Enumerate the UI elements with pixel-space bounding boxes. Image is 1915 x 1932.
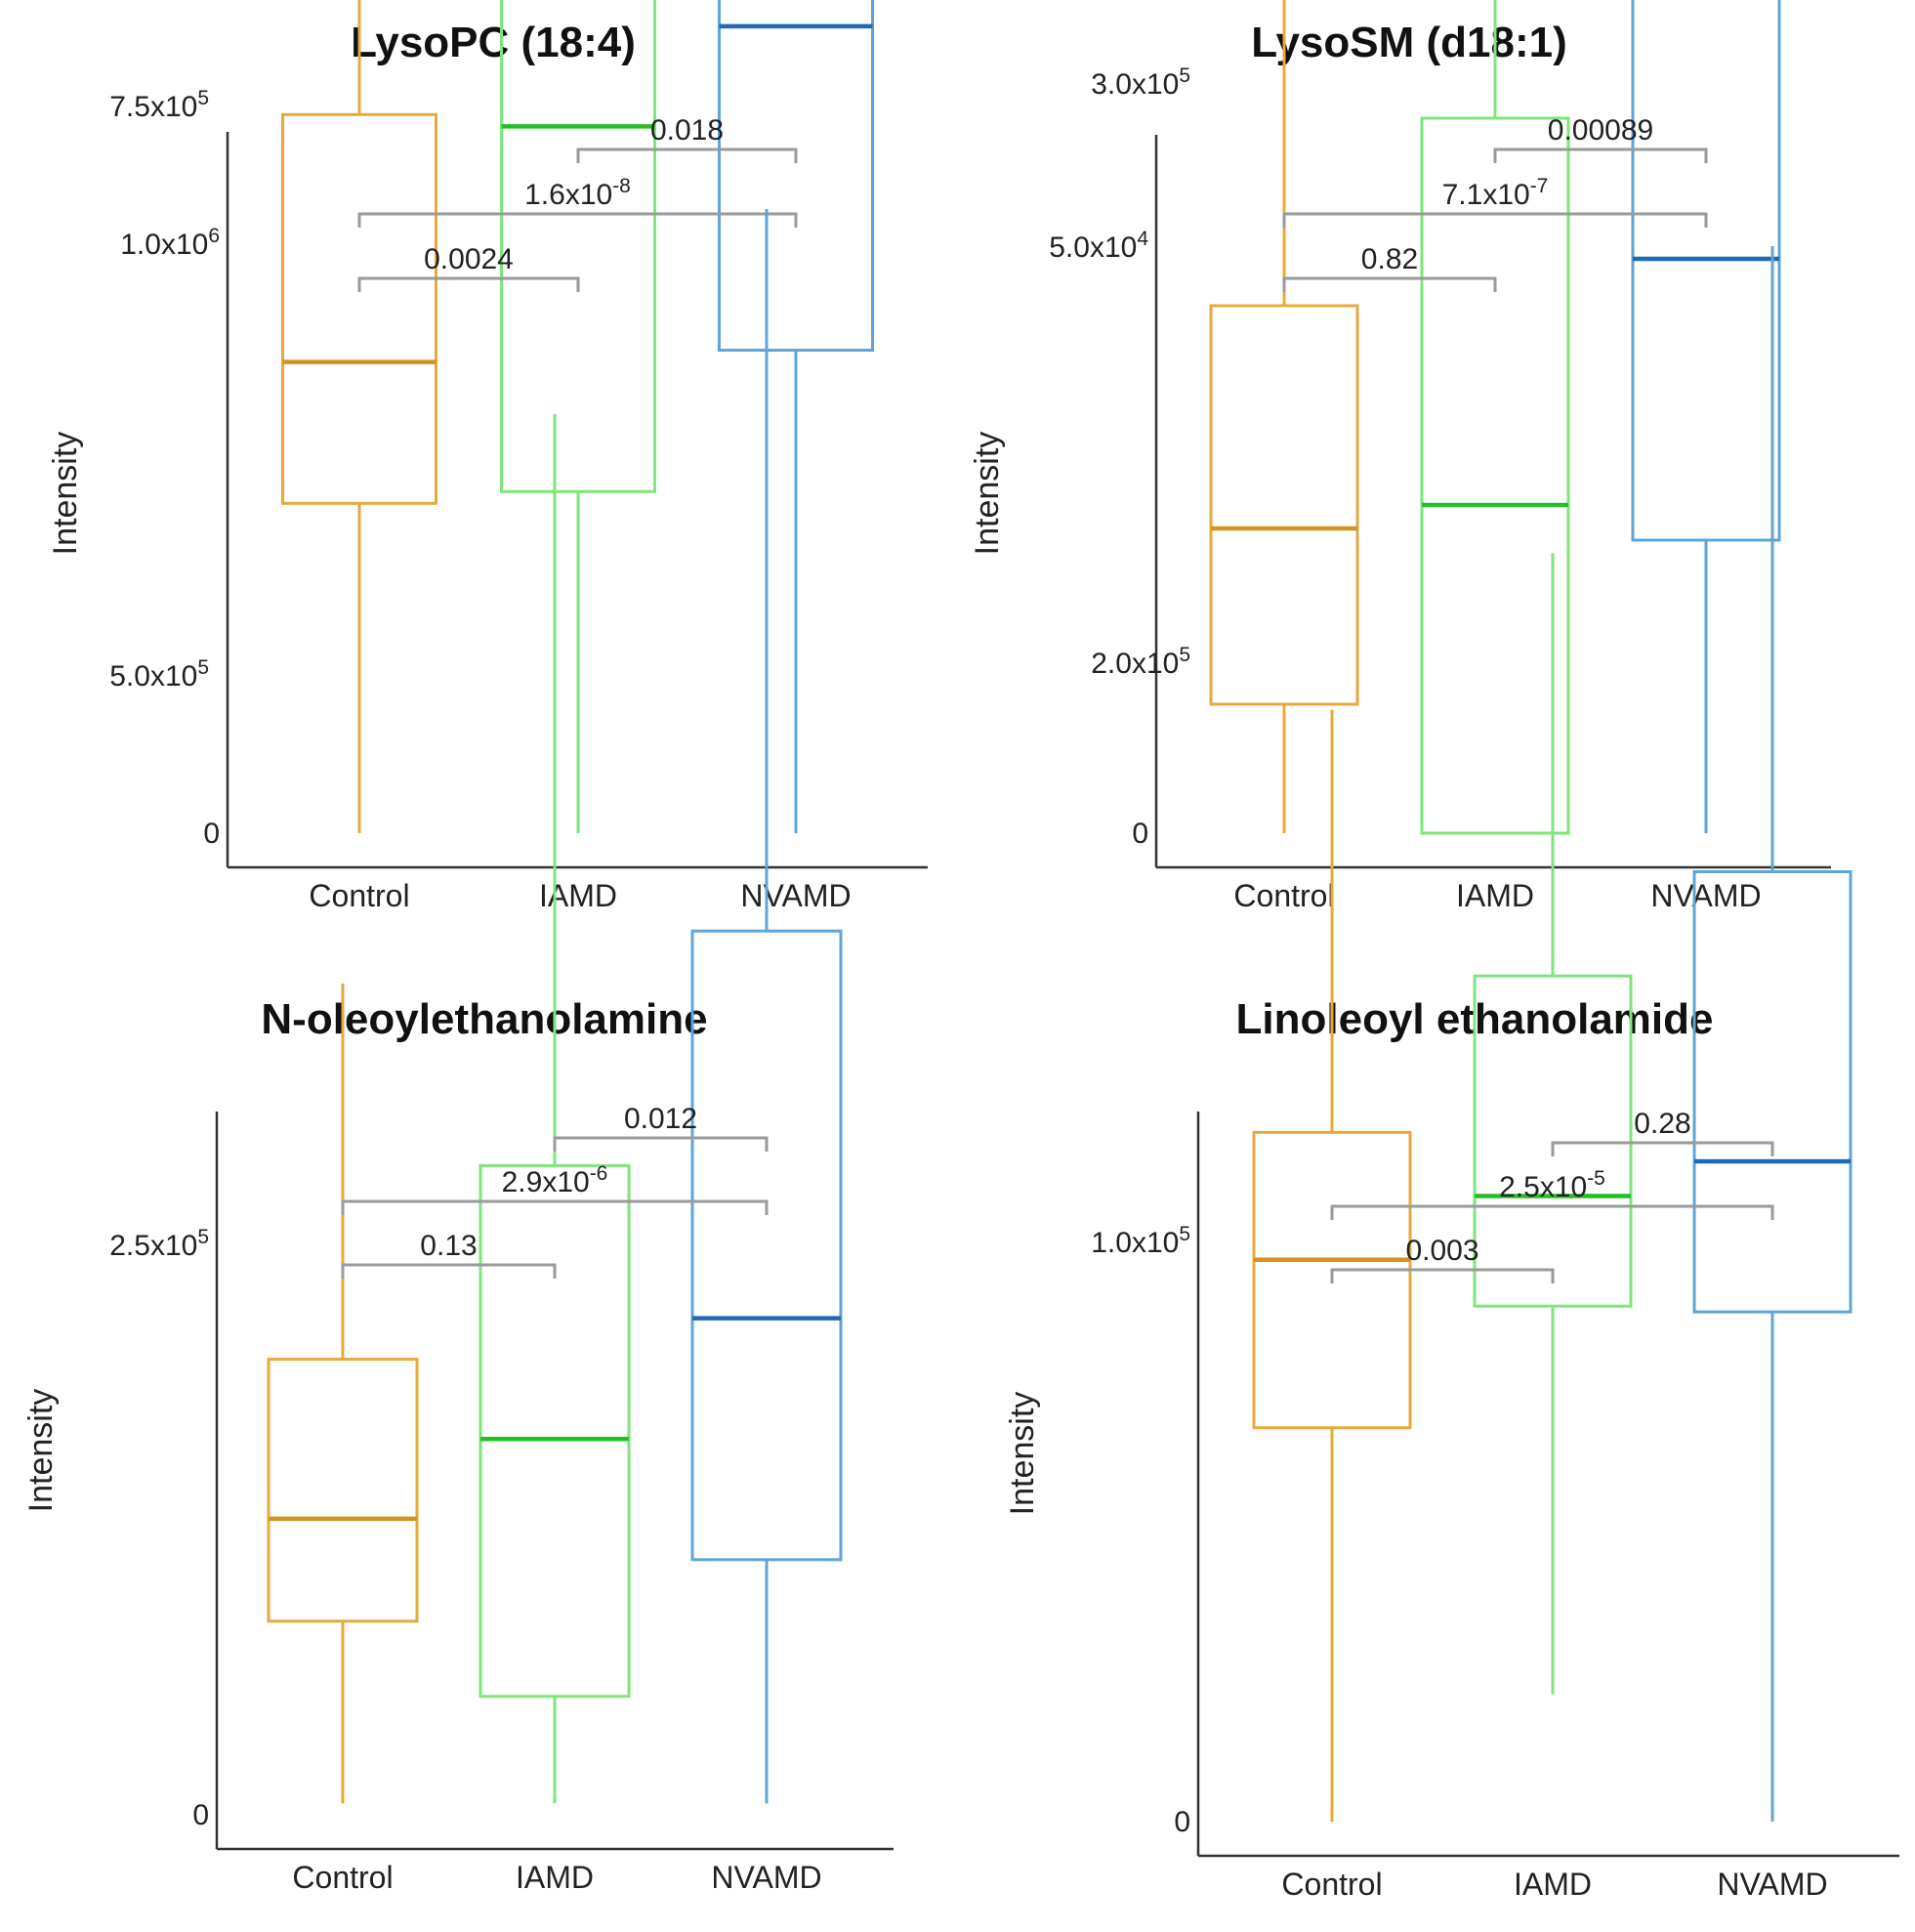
panel-title: N-oleoylethanolamine — [261, 995, 707, 1043]
bracket-line — [1330, 1204, 1774, 1220]
y-tick-label: 5.0x104 — [1049, 228, 1148, 264]
iqr-box — [690, 929, 843, 1562]
iqr-box — [1631, 0, 1781, 542]
y-tick-label: 1.0x105 — [1091, 1223, 1190, 1259]
comparison-control-nvamd: 7.1x10-7 — [1282, 175, 1708, 228]
comparison-control-iamd: 0.82 — [1282, 243, 1497, 292]
comparison-control-iamd: 0.13 — [341, 1230, 557, 1279]
bracket-line — [357, 276, 580, 292]
y-axis-title: Intensity — [47, 432, 84, 556]
box-iamd — [1420, 0, 1570, 835]
bracket-line — [1282, 276, 1497, 292]
comparison-iamd-nvamd: 0.00089 — [1493, 114, 1708, 163]
bracket-line — [341, 1199, 769, 1215]
iqr-box — [1209, 304, 1359, 706]
p-value-label: 0.0024 — [424, 243, 514, 275]
y-tick-label: 2.0x105 — [1091, 644, 1190, 680]
y-axis-title: Intensity — [969, 432, 1006, 556]
y-tick-label: 0 — [192, 1799, 209, 1831]
p-value-label: 0.012 — [624, 1103, 697, 1135]
y-tick-label: 0 — [203, 818, 220, 850]
p-value-label: 0.00089 — [1548, 114, 1653, 147]
p-value-label: 0.003 — [1405, 1235, 1478, 1267]
iqr-box — [281, 112, 437, 505]
box-control — [267, 983, 419, 1804]
p-value-label: 2.5x10-5 — [1499, 1167, 1605, 1203]
comparison-control-nvamd: 1.6x10-8 — [357, 175, 798, 228]
x-tick-label-control: Control — [309, 878, 409, 913]
iqr-box — [267, 1358, 419, 1623]
box-control — [1209, 0, 1359, 833]
box-nvamd — [718, 0, 874, 833]
iqr-box — [1473, 974, 1633, 1308]
panel-lysopc-18-4: LysoPC (18:4) Intensity 01.0x1062.0x1063… — [47, 0, 928, 913]
iqr-box — [500, 0, 656, 493]
panel-title: LysoPC (18:4) — [351, 19, 636, 66]
bracket-line — [1282, 212, 1708, 228]
panel-lysosm-d18-1: LysoSM (d18:1) Intensity 05.0x1041.0x105… — [969, 0, 1831, 913]
p-value-label: 0.82 — [1361, 243, 1418, 275]
p-value-label: 7.1x10-7 — [1442, 175, 1549, 211]
box-nvamd — [690, 208, 843, 1804]
bracket-line — [341, 1263, 557, 1279]
p-value-label: 0.018 — [650, 114, 724, 147]
iqr-box — [1420, 116, 1570, 835]
bracket-line — [357, 212, 798, 228]
y-tick-label: 7.5x105 — [109, 87, 209, 123]
p-value-label: 0.13 — [420, 1230, 477, 1262]
x-tick-label-iamd: IAMD — [539, 878, 617, 913]
box-iamd — [1473, 553, 1633, 1695]
bracket-line — [1551, 1141, 1774, 1156]
panel-n-oleoylethanolamine: N-oleoylethanolamine Intensity 0 2.5x105 5… — [22, 87, 894, 1895]
x-tick-label-control: Control — [1281, 1867, 1382, 1902]
y-tick-label: 0 — [1174, 1806, 1190, 1838]
box-nvamd — [1631, 0, 1781, 833]
box-control — [281, 0, 437, 833]
iqr-box — [718, 0, 874, 353]
x-tick-label-iamd: IAMD — [516, 1860, 594, 1895]
panel-title: LysoSM (d18:1) — [1251, 19, 1567, 66]
y-tick-label: 1.0x106 — [120, 225, 220, 261]
box-nvamd — [1692, 246, 1853, 1822]
x-tick-label-iamd: IAMD — [1456, 878, 1534, 913]
panel-linoleoyl-ethanolamide: Linoleoyl ethanolamide Intensity 01.0x10… — [1004, 64, 1899, 1902]
p-value-label: 0.28 — [1634, 1108, 1690, 1140]
comparison-control-iamd: 0.003 — [1330, 1235, 1555, 1283]
x-tick-label-nvamd: NVAMD — [1717, 1867, 1827, 1902]
comparison-control-nvamd: 2.9x10-6 — [341, 1162, 769, 1215]
comparison-iamd-nvamd: 0.012 — [553, 1103, 769, 1152]
comparison-control-iamd: 0.0024 — [357, 243, 580, 292]
y-axis-title: Intensity — [1004, 1392, 1041, 1516]
bracket-line — [1330, 1268, 1555, 1283]
box-control — [1252, 709, 1412, 1822]
x-tick-label-nvamd: NVAMD — [1650, 878, 1761, 913]
box-iamd — [479, 413, 631, 1804]
p-value-label: 2.9x10-6 — [502, 1162, 608, 1198]
iqr-box — [479, 1163, 631, 1699]
y-tick-label: 0 — [1132, 818, 1148, 850]
y-tick-label: 5.0x105 — [109, 656, 209, 693]
y-tick-label: 2.5x105 — [109, 1226, 209, 1262]
iqr-box — [1692, 869, 1853, 1314]
y-axis-title: Intensity — [22, 1389, 60, 1513]
bracket-line — [553, 1136, 769, 1152]
y-tick-label: 3.0x105 — [1091, 64, 1190, 101]
bracket-line — [1493, 147, 1708, 163]
x-tick-label-control: Control — [292, 1860, 393, 1895]
comparison-iamd-nvamd: 0.018 — [576, 114, 798, 163]
x-tick-label-nvamd: NVAMD — [711, 1860, 821, 1895]
x-tick-label-control: Control — [1233, 878, 1334, 913]
x-tick-label-iamd: IAMD — [1514, 1867, 1592, 1902]
x-tick-label-nvamd: NVAMD — [740, 878, 851, 913]
box-iamd — [500, 0, 656, 833]
iqr-box — [1252, 1130, 1412, 1430]
p-value-label: 1.6x10-8 — [524, 175, 631, 211]
comparison-iamd-nvamd: 0.28 — [1551, 1108, 1774, 1156]
comparison-control-nvamd: 2.5x10-5 — [1330, 1167, 1774, 1220]
bracket-line — [576, 147, 798, 163]
